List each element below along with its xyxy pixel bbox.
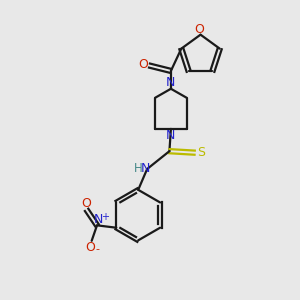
Text: N: N — [141, 162, 150, 175]
Text: N: N — [166, 76, 176, 89]
Text: +: + — [101, 212, 109, 222]
Text: -: - — [96, 244, 100, 254]
Text: O: O — [85, 241, 95, 254]
Text: O: O — [139, 58, 148, 70]
Text: S: S — [197, 146, 205, 159]
Text: N: N — [94, 214, 103, 226]
Text: N: N — [166, 129, 176, 142]
Text: O: O — [194, 23, 204, 36]
Text: O: O — [81, 197, 91, 210]
Text: H: H — [134, 162, 142, 175]
